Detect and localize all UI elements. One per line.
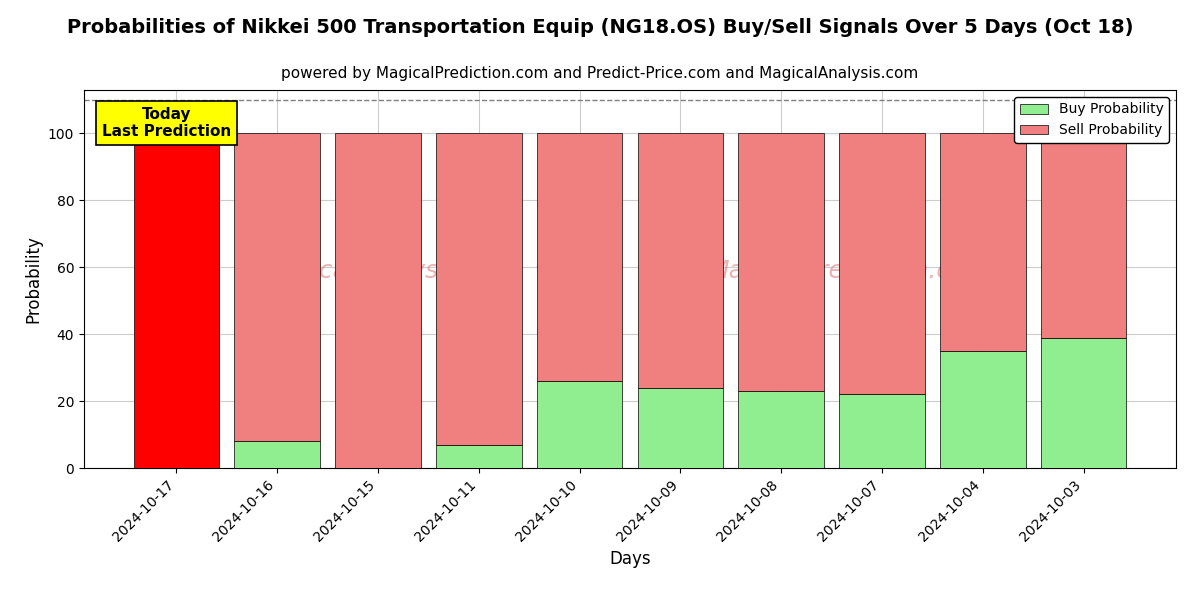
Bar: [839, 394, 925, 468]
Bar: [436, 133, 522, 445]
Bar: [738, 133, 824, 391]
Bar: [335, 133, 421, 468]
Text: Probabilities of Nikkei 500 Transportation Equip (NG18.OS) Buy/Sell Signals Over: Probabilities of Nikkei 500 Transportati…: [67, 18, 1133, 37]
Legend: Buy Probability, Sell Probability: Buy Probability, Sell Probability: [1014, 97, 1169, 143]
Bar: [234, 441, 320, 468]
Text: Today
Last Prediction: Today Last Prediction: [102, 107, 232, 139]
Text: powered by MagicalPrediction.com and Predict-Price.com and MagicalAnalysis.com: powered by MagicalPrediction.com and Pre…: [281, 66, 919, 81]
Bar: [940, 351, 1026, 468]
X-axis label: Days: Days: [610, 550, 650, 568]
Bar: [436, 445, 522, 468]
Bar: [536, 133, 623, 381]
Text: MagicalAnalysis.com: MagicalAnalysis.com: [259, 259, 520, 283]
Bar: [940, 133, 1026, 351]
Bar: [133, 133, 220, 468]
Bar: [637, 388, 724, 468]
Bar: [637, 133, 724, 388]
Bar: [536, 381, 623, 468]
Bar: [1040, 338, 1127, 468]
Y-axis label: Probability: Probability: [24, 235, 42, 323]
Bar: [839, 133, 925, 394]
Bar: [1040, 133, 1127, 338]
Bar: [738, 391, 824, 468]
Bar: [234, 133, 320, 441]
Text: MagicalPrediction.com: MagicalPrediction.com: [707, 259, 990, 283]
